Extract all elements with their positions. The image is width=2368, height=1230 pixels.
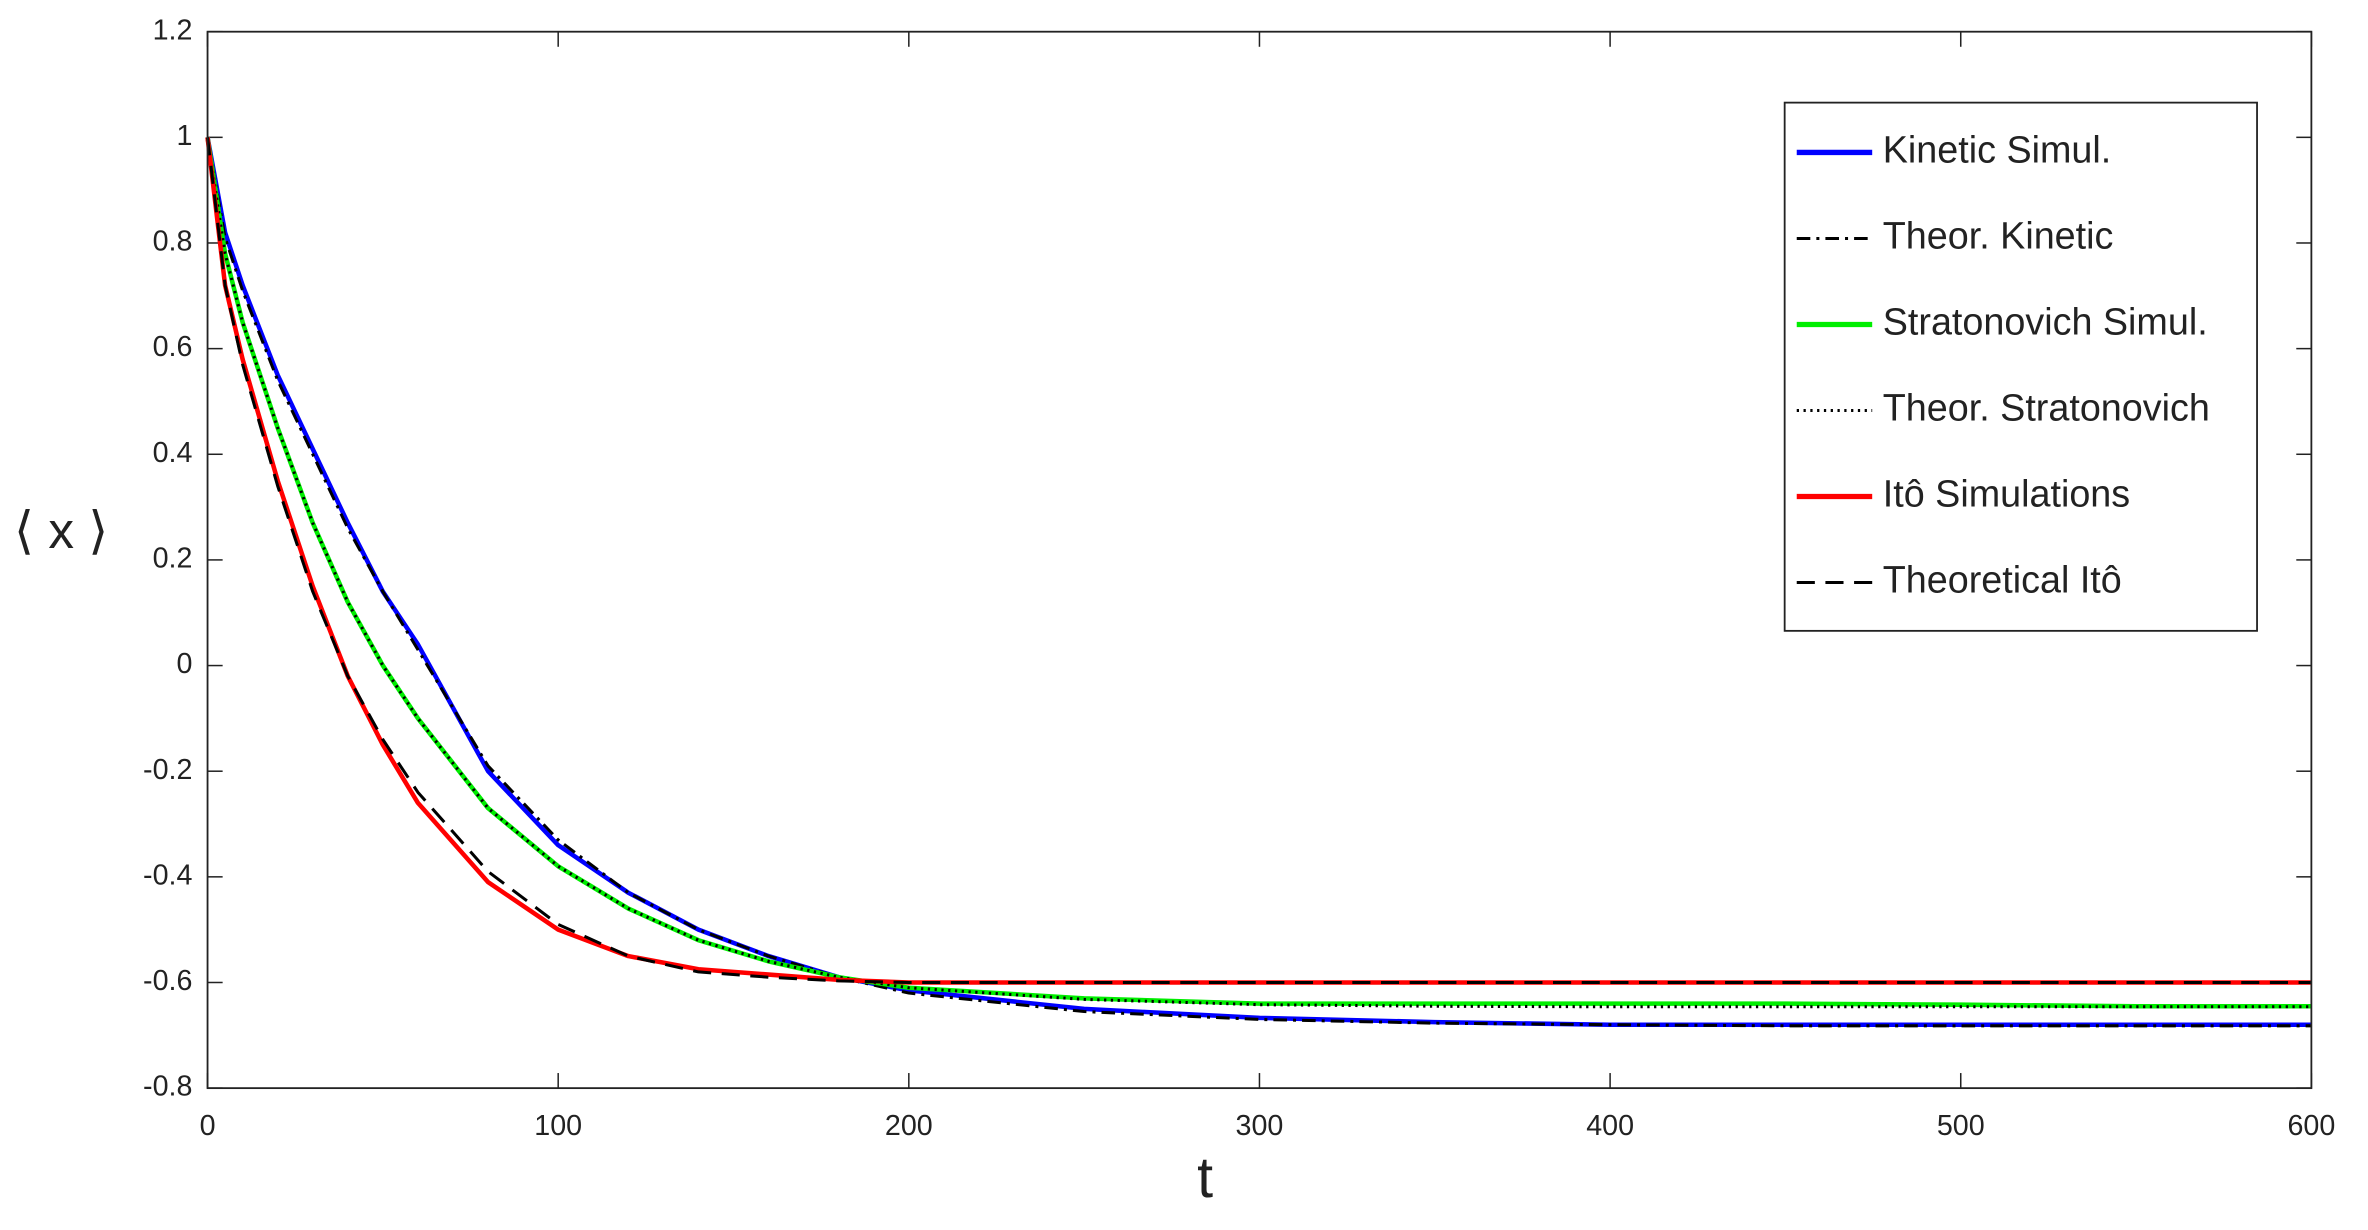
legend-label: Stratonovich Simul. [1883, 300, 2208, 342]
legend-label: Itô Simulations [1883, 472, 2130, 514]
x-tick-label: 0 [200, 1110, 216, 1142]
y-tick-label: 0.8 [153, 226, 193, 258]
legend-label: Theor. Kinetic [1883, 214, 2114, 256]
y-axis-label: ⟨ x ⟩ [14, 502, 108, 559]
x-axis-label: t [1197, 1146, 1213, 1210]
x-tick-label: 200 [885, 1110, 933, 1142]
legend-label: Theoretical Itô [1883, 559, 2122, 601]
y-tick-label: -0.4 [143, 859, 192, 891]
x-tick-label: 300 [1236, 1110, 1284, 1142]
plot-frame [206, 30, 2313, 1090]
x-tick-label: 500 [1937, 1110, 1985, 1142]
y-tick-label: -0.2 [143, 754, 192, 786]
y-tick-label: 0 [177, 648, 193, 680]
y-tick-label: 0.6 [153, 331, 193, 363]
y-tick-label: 1.2 [153, 14, 193, 46]
y-tick-label: -0.8 [143, 1071, 192, 1103]
y-tick-label: -0.6 [143, 965, 192, 997]
series-line [206, 137, 2312, 1009]
series-line [206, 137, 2312, 1028]
y-tick-label: 0.4 [153, 437, 193, 469]
legend-label: Theor. Stratonovich [1883, 386, 2210, 428]
x-tick-label: 600 [2287, 1110, 2335, 1142]
x-tick-label: 100 [534, 1110, 582, 1142]
y-tick-label: 1 [177, 120, 193, 152]
y-tick-label: 0.2 [153, 542, 193, 574]
legend-label: Kinetic Simul. [1883, 128, 2112, 170]
series-line [206, 137, 2312, 984]
legend-box [1783, 101, 2258, 632]
x-tick-label: 400 [1586, 1110, 1634, 1142]
